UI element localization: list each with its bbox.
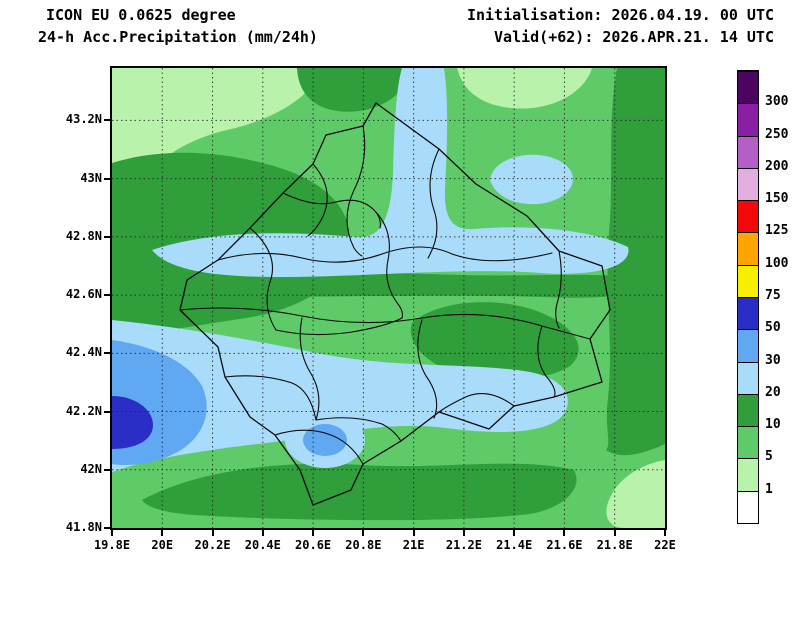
y-axis-label: 43N [80, 170, 102, 185]
y-axis-tick [104, 177, 110, 180]
colorbar-segment [738, 426, 758, 459]
y-axis-label: 42.8N [65, 228, 102, 243]
colorbar-segment [738, 393, 758, 427]
y-axis-label: 41.8N [65, 520, 102, 534]
y-axis-tick [104, 468, 110, 471]
precipitation-map [112, 68, 665, 528]
colorbar-label: 75 [765, 288, 781, 303]
colorbar-segment [738, 361, 758, 394]
x-axis-label: 20.2E [194, 538, 231, 552]
x-axis-tick [613, 530, 616, 536]
colorbar-label: 50 [765, 320, 781, 336]
fill-10-20 [410, 302, 579, 380]
x-axis-label: 20E [151, 538, 174, 552]
colorbar-segment [738, 103, 758, 136]
colorbar-segment [738, 232, 758, 265]
y-axis-tick [104, 410, 110, 413]
colorbar-segment [738, 490, 758, 523]
colorbar-label: 125 [765, 223, 789, 239]
fill-10-20 [297, 68, 412, 112]
x-axis-tick [312, 530, 315, 536]
colorbar-segment [738, 297, 758, 330]
valid-time: Valid(+62): 2026.APR.21. 14 UTC [494, 28, 774, 46]
x-axis-tick [261, 530, 264, 536]
colorbar-label: 200 [765, 158, 789, 174]
colorbar-label: 30 [765, 352, 781, 368]
x-axis-tick [412, 530, 415, 536]
x-axis-label: 21E [402, 538, 425, 552]
colorbar-segment [738, 167, 758, 201]
x-axis-label: 21.6E [546, 538, 583, 552]
colorbar-label: 300 [765, 94, 789, 110]
colorbar-segment [738, 200, 758, 233]
fill-1-5 [606, 460, 665, 528]
fill-30-50 [303, 424, 347, 456]
colorbar-segment [738, 135, 758, 168]
x-axis-label: 20.6E [295, 538, 332, 552]
y-axis-tick [104, 235, 110, 238]
init-time: Initialisation: 2026.04.19. 00 UTC [466, 6, 774, 24]
y-axis-tick [104, 294, 110, 297]
colorbar-label: 20 [765, 384, 781, 400]
x-axis-label: 20.4E [244, 538, 281, 552]
x-axis-tick [161, 530, 164, 536]
colorbar-segment [738, 458, 758, 491]
colorbar-label: 1 [765, 481, 773, 497]
colorbar-label: 100 [765, 255, 789, 271]
x-axis-label: 21.4E [496, 538, 533, 552]
x-axis-tick [362, 530, 365, 536]
y-axis-label: 42.2N [65, 403, 102, 418]
x-axis-label: 21.2E [445, 538, 482, 552]
precipitation-colorbar [737, 70, 759, 524]
municipality-borders [179, 125, 591, 465]
fill-20-30 [112, 320, 568, 472]
colorbar-segment [738, 71, 758, 104]
map-plot-area [110, 66, 667, 530]
colorbar-label: 10 [765, 417, 781, 433]
x-axis-label: 19.8E [93, 538, 131, 552]
admin-borders [179, 102, 611, 506]
x-axis-label: 22E [654, 538, 676, 552]
y-axis-tick [104, 527, 110, 529]
x-axis-label: 21.8E [596, 538, 633, 552]
y-axis-label: 42N [80, 461, 102, 476]
model-title: ICON EU 0.0625 degree [46, 6, 236, 24]
fill-20-30 [152, 68, 629, 277]
colorbar-label: 150 [765, 191, 789, 207]
x-axis-tick [513, 530, 516, 536]
fill-1-5 [457, 68, 592, 109]
y-axis-tick [104, 119, 110, 122]
grid-lines [112, 68, 665, 528]
precipitation-field [112, 68, 665, 528]
y-axis-tick [104, 352, 110, 355]
y-axis-label: 42.4N [65, 345, 102, 360]
x-axis-label: 20.8E [345, 538, 382, 552]
x-axis-tick [462, 530, 465, 536]
product-title: 24-h Acc.Precipitation (mm/24h) [38, 28, 318, 46]
fill-20-30 [490, 154, 573, 205]
fill-10-20 [172, 271, 653, 298]
colorbar-segment [738, 264, 758, 297]
colorbar-segment [738, 329, 758, 362]
fill-50-75 [112, 396, 153, 449]
x-axis-tick [563, 530, 566, 536]
fill-1-5 [112, 68, 322, 213]
x-axis-tick [211, 530, 214, 536]
colorbar-label: 250 [765, 126, 789, 142]
y-axis-label: 43.2N [65, 112, 102, 127]
fill-10-20 [142, 463, 577, 521]
colorbar-label: 5 [765, 449, 773, 465]
fill-10-20 [606, 68, 665, 456]
x-axis-tick [664, 530, 666, 536]
y-axis-label: 42.6N [65, 287, 102, 302]
x-axis-tick [111, 530, 113, 536]
